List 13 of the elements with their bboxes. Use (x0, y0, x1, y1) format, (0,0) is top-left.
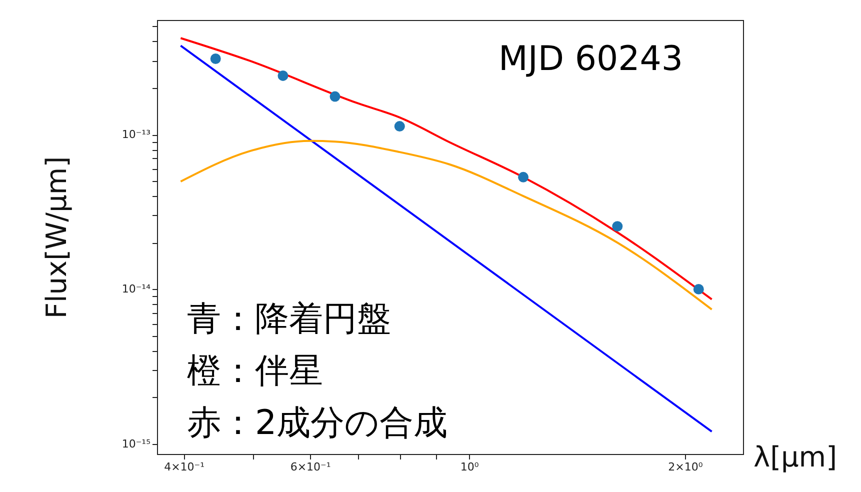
annotation: MJD 60243 (498, 39, 683, 79)
y-tick-label: 10⁻¹⁴ (122, 282, 152, 296)
x-tick-label: 10⁰ (460, 460, 480, 474)
x-tick-label: 6×10⁻¹ (290, 460, 331, 474)
x-tick-label: 4×10⁻¹ (164, 460, 205, 474)
y-tick-label: 10⁻¹⁵ (122, 437, 150, 450)
y-tick-label: 10⁻¹³ (122, 128, 150, 142)
annotation: 赤：2成分の合成 (187, 403, 448, 443)
x-axis-title: λ[μm] (754, 440, 838, 474)
annotation: 橙：伴星 (187, 351, 323, 391)
y-axis-title: Flux[W/μm] (40, 156, 73, 319)
x-tick-label: 2×10⁰ (668, 460, 704, 474)
annotation: 青：降着円盤 (187, 299, 391, 339)
